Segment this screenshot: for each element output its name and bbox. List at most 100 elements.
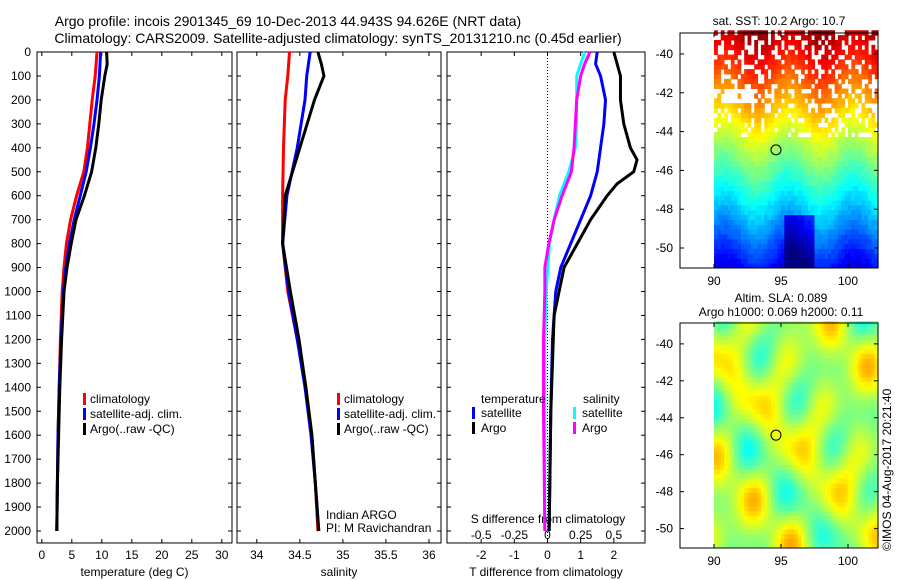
map-cell (777, 195, 782, 201)
map-cell (714, 325, 718, 332)
map-cell (871, 529, 876, 535)
map-cell (760, 349, 765, 355)
map-cell (831, 395, 836, 401)
map-cell (797, 238, 802, 245)
map-cell (854, 132, 859, 138)
map-cell (804, 214, 809, 220)
map-cell (750, 224, 755, 230)
map-cell (760, 103, 765, 109)
map-cell (821, 506, 826, 512)
map-cell (831, 529, 836, 535)
map-cell (817, 362, 822, 369)
map-cell (727, 253, 732, 259)
map-cell (864, 263, 869, 269)
map-cell (730, 492, 735, 498)
map-cell (814, 195, 819, 201)
map-cell (760, 214, 765, 220)
map-cell (767, 132, 772, 138)
map-cell (787, 441, 792, 447)
map-cell (770, 358, 775, 364)
map-cell (720, 185, 725, 191)
map-cell (844, 156, 849, 162)
map-cell (871, 248, 876, 254)
map-cell (824, 432, 829, 438)
map-cell (724, 510, 728, 516)
map-cell (777, 175, 782, 182)
map-cell (774, 122, 779, 128)
map-cell (730, 258, 735, 264)
map-cell (767, 98, 772, 104)
map-cell (841, 330, 846, 336)
map-cell (797, 219, 802, 225)
map-cell (737, 339, 742, 345)
map-cell (858, 78, 862, 85)
map-cell (821, 214, 826, 220)
map-cell (767, 146, 772, 153)
map-cell (824, 321, 829, 327)
map-cell (868, 35, 872, 41)
map-cell (764, 229, 769, 235)
map-cell (801, 427, 805, 433)
map-cell (744, 372, 749, 378)
map-cell (770, 204, 775, 211)
map-cell (821, 166, 826, 172)
map-cell (784, 496, 789, 502)
map-cell (844, 478, 849, 484)
map-cell (851, 325, 856, 332)
map-cell (734, 325, 738, 332)
map-cell (770, 533, 775, 539)
map-cell (824, 78, 829, 85)
map-cell (747, 195, 752, 201)
map-cell (744, 413, 749, 419)
map-cell (804, 543, 809, 549)
map-cell (774, 441, 779, 447)
map-cell (744, 395, 749, 401)
map-cell (811, 229, 816, 235)
map-cell (747, 427, 752, 433)
map-cell (811, 478, 816, 484)
map-cell (754, 455, 759, 461)
map-cell (868, 229, 872, 235)
map-cell (770, 248, 775, 254)
map-cell (717, 103, 722, 109)
map-cell (717, 325, 722, 332)
map-cell (807, 543, 812, 549)
map-cell (858, 510, 862, 516)
map-cell (797, 413, 802, 419)
map-cell (784, 151, 789, 157)
map-cell (787, 385, 792, 392)
map-cell (841, 450, 846, 456)
map-cell (744, 253, 749, 259)
map-cell (807, 122, 812, 128)
map-cell (821, 141, 826, 148)
map-cell (787, 482, 792, 489)
map-cell (770, 515, 775, 521)
map-cell (837, 243, 842, 250)
map-cell (774, 214, 779, 220)
map-cell (784, 69, 789, 75)
map-cell (801, 248, 805, 254)
map-cell (874, 469, 879, 475)
map-cell (774, 39, 779, 46)
map-cell (720, 258, 725, 264)
map-cell (827, 418, 832, 424)
map-cell (868, 73, 872, 80)
map-cell (791, 436, 795, 442)
map-cell (787, 98, 792, 104)
map-cell (787, 418, 792, 424)
map-cell (760, 399, 765, 405)
map-cell (730, 533, 735, 539)
map-cell (787, 446, 792, 452)
map-cell (714, 450, 718, 456)
map-cell (767, 381, 772, 387)
map-cell (824, 358, 829, 364)
map-cell (807, 358, 812, 364)
map-cell (734, 450, 738, 456)
map-cell (724, 69, 728, 75)
map-cell (794, 253, 799, 259)
map-cell (740, 459, 745, 466)
map-cell (750, 381, 755, 387)
map-cell (814, 175, 819, 182)
map-cell (811, 335, 816, 341)
map-cell (764, 353, 769, 359)
